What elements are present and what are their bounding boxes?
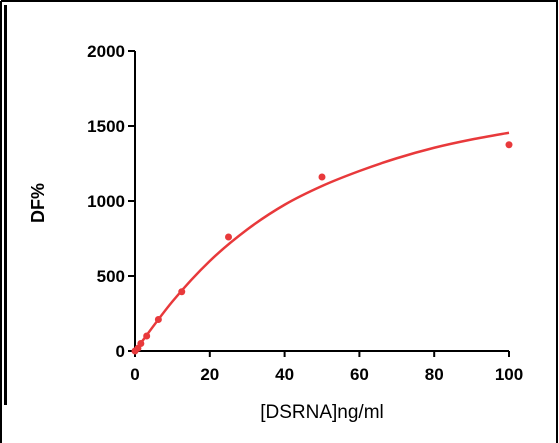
y-tick-label: 0 xyxy=(116,342,125,361)
x-tick-label: 40 xyxy=(275,365,294,384)
data-point xyxy=(154,316,162,323)
data-point xyxy=(225,233,232,241)
data-point xyxy=(178,288,186,296)
data-point xyxy=(143,332,151,340)
x-tick-label: 0 xyxy=(130,365,139,384)
x-axis-label: [DSRNA]ng/ml xyxy=(260,402,384,423)
data-point xyxy=(137,340,145,347)
data-points-group xyxy=(131,141,513,355)
x-tick-label: 60 xyxy=(350,365,369,384)
x-tick-label: 100 xyxy=(495,365,523,384)
x-tick-label: 80 xyxy=(425,365,444,384)
y-tick-label: 1000 xyxy=(87,192,125,211)
frame-left-thick-border xyxy=(4,5,7,405)
fit-curve-line xyxy=(134,131,510,352)
data-point xyxy=(318,173,326,181)
y-axis-label: DF% xyxy=(28,183,48,223)
data-point xyxy=(505,141,513,149)
y-tick-label: 1500 xyxy=(87,117,125,136)
x-tick-label: 20 xyxy=(200,365,219,384)
fit-curve-group xyxy=(134,131,510,352)
y-tick-label: 500 xyxy=(97,267,125,286)
y-tick-label: 2000 xyxy=(87,42,125,61)
